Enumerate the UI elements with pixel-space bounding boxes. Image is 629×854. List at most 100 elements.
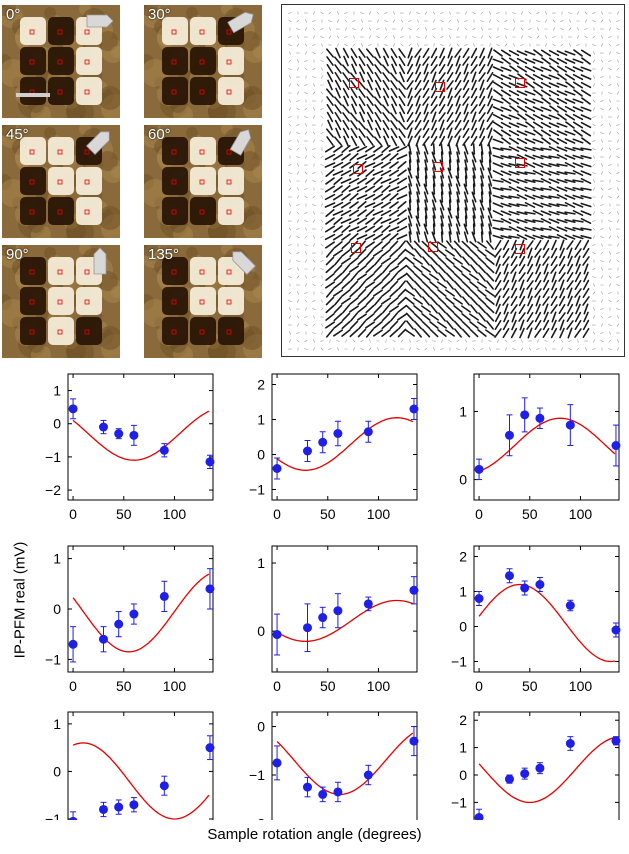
y-tick-label: 0 [257, 719, 265, 735]
error-bar [70, 811, 77, 820]
y-tick-label: −1 [45, 651, 61, 667]
data-point [535, 413, 545, 423]
x-tick-label: 50 [522, 506, 538, 522]
data-point [68, 639, 78, 649]
plot-frame [271, 373, 418, 501]
y-tick-label: −1 [249, 482, 265, 498]
pfm-image-canvas [144, 125, 262, 238]
x-tick-label: 100 [367, 678, 391, 694]
data-point [363, 427, 373, 437]
data-point [205, 584, 215, 594]
pfm-angle-label: 0° [6, 6, 21, 23]
fit-line [276, 732, 414, 796]
plot-frame [473, 545, 620, 673]
data-point [114, 619, 124, 629]
pfm-image: 30° [144, 5, 262, 118]
pfm-angle-label: 45° [6, 126, 29, 143]
data-point [565, 420, 575, 430]
data-point [205, 457, 215, 467]
data-point [409, 736, 419, 746]
y-tick-label: 2 [459, 712, 467, 728]
data-point [114, 429, 124, 439]
pfm-image: 45° [2, 125, 120, 238]
x-tick-label: 100 [569, 506, 593, 522]
y-tick-label: −1 [451, 794, 467, 810]
y-tick-label: 2 [257, 377, 265, 393]
scatter-plot: −1 0 1 0 50 100 [45, 545, 215, 694]
x-tick-label: 0 [475, 506, 483, 522]
plot-frame [67, 545, 214, 673]
pfm-image-canvas [2, 5, 120, 118]
pfm-image: 60° [144, 125, 262, 238]
data-point [520, 769, 530, 779]
plot-frame [271, 545, 418, 673]
y-tick-label: 1 [459, 740, 467, 756]
data-point [611, 736, 621, 746]
vector-field [288, 11, 620, 351]
y-tick-label: 1 [53, 551, 61, 567]
x-tick-label: 0 [69, 678, 77, 694]
data-point [611, 441, 621, 451]
y-tick-label: 1 [459, 584, 467, 600]
data-point [520, 410, 530, 420]
scatter-plot: −2−10050100 [249, 711, 419, 820]
data-point [318, 613, 328, 623]
y-tick-label: 1 [257, 555, 265, 571]
scatter-plot: 0 1 0 50 100 [459, 373, 621, 522]
y-tick-label: 1 [459, 403, 467, 419]
fit-line [72, 410, 210, 461]
pfm-image: 90° [2, 245, 120, 358]
fit-line [276, 417, 414, 471]
x-tick-label: 50 [320, 678, 336, 694]
fit-line [478, 417, 616, 472]
y-tick-label: −2 [249, 815, 265, 820]
data-point [68, 816, 78, 820]
x-tick-label: 50 [116, 506, 132, 522]
data-point [205, 743, 215, 753]
y-tick-label: −1 [451, 654, 467, 670]
data-point [565, 601, 575, 610]
data-point [504, 774, 514, 784]
x-tick-label: 100 [163, 506, 187, 522]
plot-frame [67, 711, 214, 820]
data-point [520, 583, 530, 593]
y-tick-label: 0 [459, 472, 467, 488]
data-point [159, 781, 169, 791]
data-point [474, 464, 484, 474]
y-tick-label: 0 [53, 601, 61, 617]
data-point [302, 782, 312, 792]
y-tick-label: 1 [53, 383, 61, 399]
data-point [114, 802, 124, 812]
plot-frame [67, 373, 214, 501]
data-point [535, 763, 545, 773]
x-tick-label: 100 [367, 506, 391, 522]
plot-frame [473, 373, 620, 501]
plot-frame [473, 711, 620, 820]
x-axis-label: Sample rotation angle (degrees) [207, 826, 422, 843]
vector-map [281, 4, 625, 357]
data-point [474, 812, 484, 820]
pfm-angle-label: 90° [6, 246, 29, 263]
scatter-plot: −1 0 1 2 0 50 100 [249, 373, 419, 522]
x-tick-label: 0 [475, 678, 483, 694]
y-tick-label: 2 [459, 549, 467, 565]
x-tick-label: 50 [320, 506, 336, 522]
pfm-image: 0° [2, 5, 120, 118]
data-point [159, 445, 169, 455]
fit-line [478, 736, 616, 804]
data-point [98, 804, 108, 814]
pfm-image-canvas [144, 245, 262, 358]
fit-line [276, 599, 414, 643]
data-point [363, 770, 373, 780]
plot-frame [271, 711, 418, 820]
data-point [129, 609, 139, 619]
data-point [129, 430, 139, 440]
data-point [302, 446, 312, 456]
y-tick-label: 0 [459, 767, 467, 783]
pfm-image-canvas [2, 245, 120, 358]
data-point [318, 789, 328, 799]
scatter-plot: −2 −1 0 1 0 50 100 [45, 373, 215, 522]
data-point [68, 404, 78, 414]
